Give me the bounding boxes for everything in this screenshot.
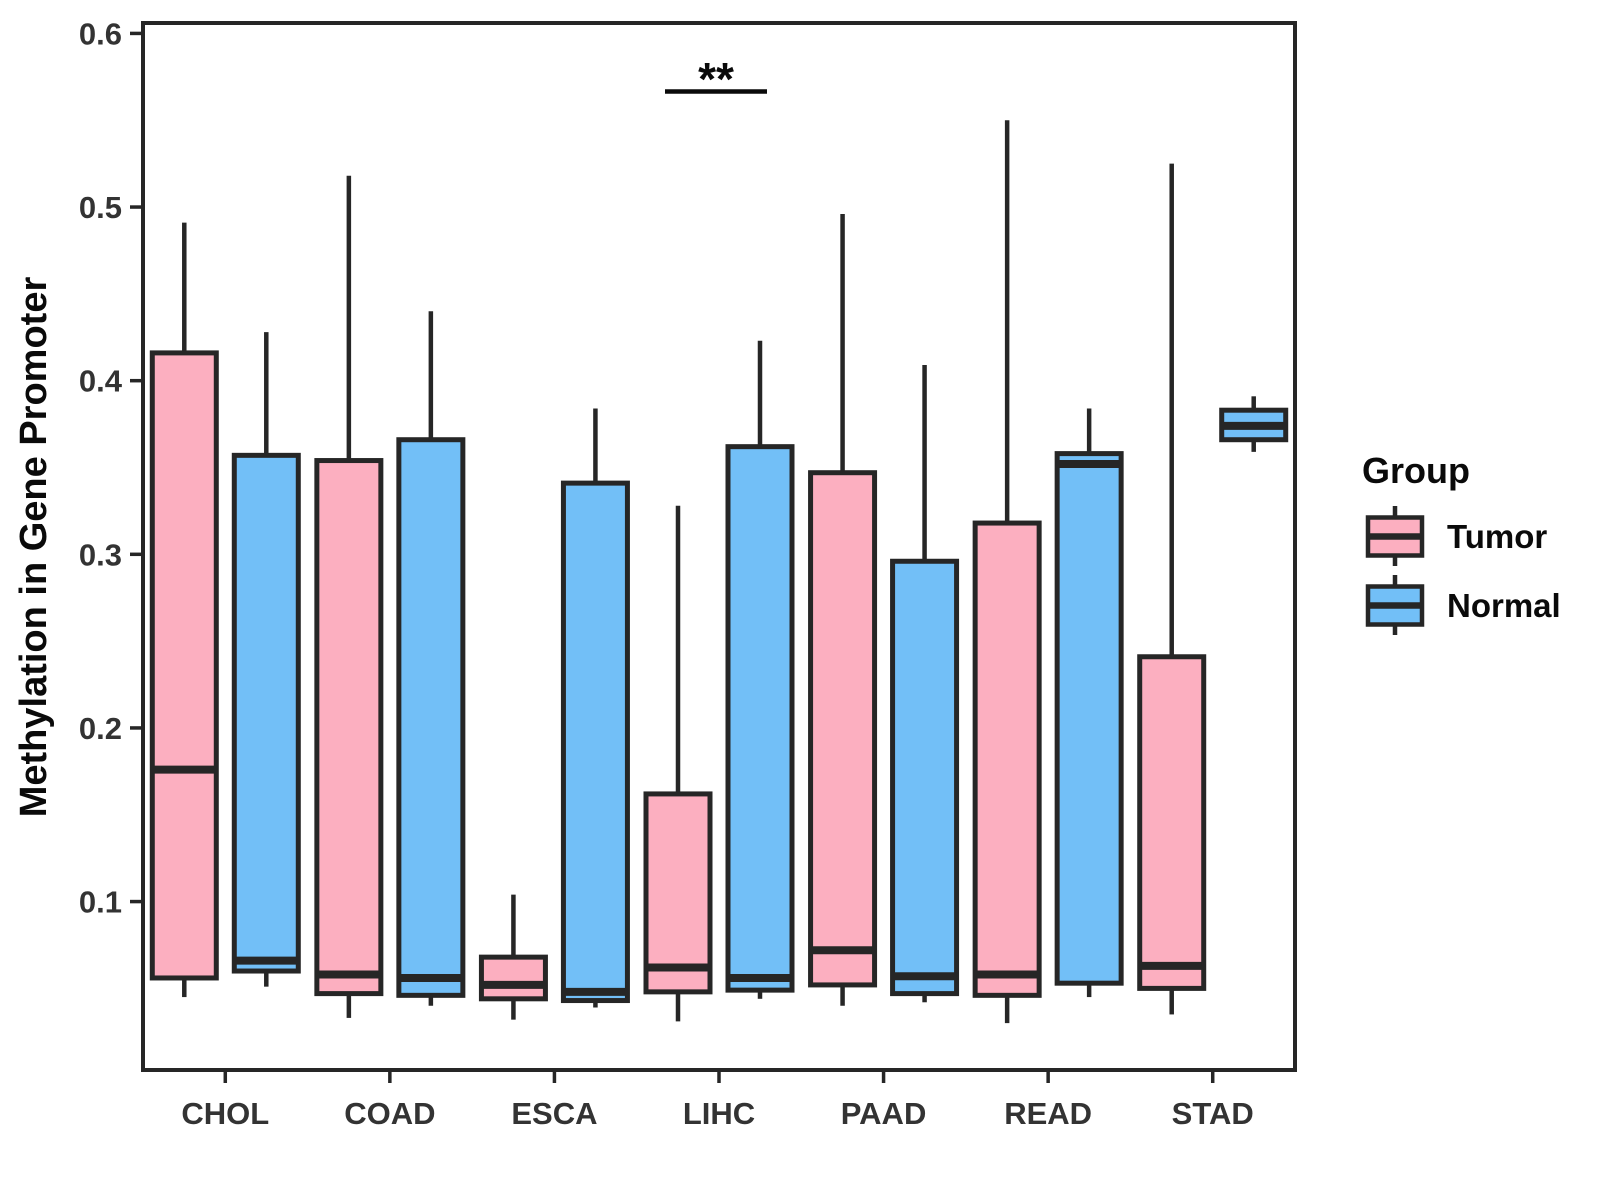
significance-stars: ** xyxy=(698,53,734,105)
x-category-label: CHOL xyxy=(181,1096,269,1131)
x-category-label: ESCA xyxy=(511,1096,597,1131)
x-category-label: READ xyxy=(1004,1096,1092,1131)
legend-key-tumor: Tumor xyxy=(1365,506,1547,566)
legend-title: Group xyxy=(1362,450,1470,491)
box-READ-tumor xyxy=(972,520,1042,998)
y-tick-label: 0.3 xyxy=(79,537,122,572)
legend-label-normal: Normal xyxy=(1447,587,1561,624)
y-tick-label: 0.2 xyxy=(79,711,122,746)
box-CHOL-tumor xyxy=(149,350,219,981)
x-category-label: PAAD xyxy=(841,1096,927,1131)
x-category-label: STAD xyxy=(1172,1096,1254,1131)
y-tick-label: 0.1 xyxy=(79,885,122,920)
box-ESCA-normal xyxy=(560,480,630,1004)
box-PAAD-normal xyxy=(890,558,960,997)
y-tick-label: 0.5 xyxy=(79,190,122,225)
x-category-label: LIHC xyxy=(683,1096,755,1131)
box-COAD-tumor xyxy=(314,458,384,997)
panel-border xyxy=(141,21,1297,1072)
box-STAD-tumor xyxy=(1137,654,1207,991)
legend-key-normal: Normal xyxy=(1365,575,1561,635)
legend-label-tumor: Tumor xyxy=(1447,518,1547,555)
y-tick-label: 0.4 xyxy=(79,364,123,399)
box-LIHC-normal xyxy=(725,444,795,993)
plot-layer: 0.1 0.2 0.3 0.4 0.5 0.6 CHOL COAD ESCA LIHC PAAD RE… xyxy=(79,16,1289,1131)
box-PAAD-tumor xyxy=(808,470,878,988)
y-tick-label: 0.6 xyxy=(79,16,122,51)
x-category-label: COAD xyxy=(344,1096,435,1131)
box-READ-normal xyxy=(1054,451,1124,986)
box-LIHC-tumor xyxy=(643,791,713,995)
y-axis-title: Methylation in Gene Promoter xyxy=(13,277,55,818)
box-CHOL-normal xyxy=(231,452,301,974)
box-COAD-normal xyxy=(396,437,466,998)
box-ESCA-tumor xyxy=(478,954,548,1002)
legend: Group Tumor Normal xyxy=(1362,450,1561,635)
